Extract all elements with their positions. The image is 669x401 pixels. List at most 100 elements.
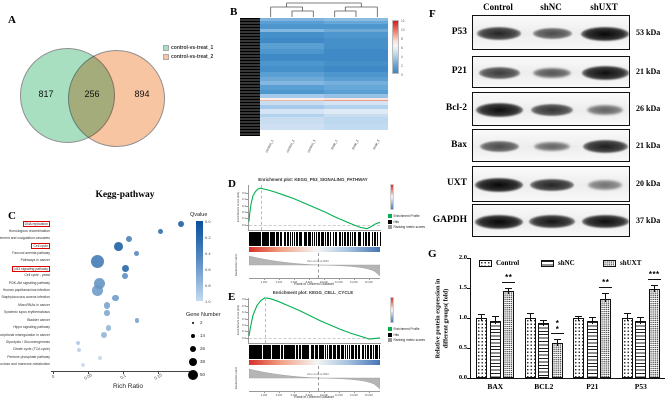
gsea-hit-tick xyxy=(259,345,261,359)
gsea-title: Enrichment plot: KEGG_P53_SIGNALING_PATH… xyxy=(258,177,368,182)
gsea-hit-tick xyxy=(252,345,254,359)
gsea-hit-tick xyxy=(261,345,263,359)
gene-number-dot xyxy=(190,333,196,339)
gsea-hit-tick xyxy=(333,345,334,359)
gene-dendrogram xyxy=(240,18,260,136)
error-bar-stem xyxy=(626,313,628,321)
gsea-hit-tick xyxy=(261,232,263,246)
gsea-hit-tick xyxy=(377,345,378,359)
panel-label-b: B xyxy=(230,6,238,18)
qvalue-colorbar xyxy=(196,221,203,301)
kegg-dot xyxy=(133,250,140,257)
gsea-y-tick-label: 0.6 xyxy=(241,297,246,302)
error-bar-stem xyxy=(653,285,655,292)
gsea-hit-tick xyxy=(355,232,356,246)
gsea-hit-tick xyxy=(340,232,341,246)
gsea-hit-tick xyxy=(266,345,268,359)
bar-legend-label: shNC xyxy=(558,259,575,267)
error-bar-stem xyxy=(605,292,607,302)
gsea-hit-tick xyxy=(372,345,374,359)
venn-count-left: 817 xyxy=(38,89,54,99)
gsea-hit-tick xyxy=(281,232,283,246)
panel-label-g: G xyxy=(428,248,437,260)
blot-band xyxy=(581,26,629,41)
significance-label: ** xyxy=(505,273,513,282)
bar xyxy=(476,318,488,378)
kegg-pathway-label: Glycolysis / Gluconeogenesis xyxy=(5,339,50,344)
gsea-hit-tick xyxy=(250,232,251,246)
gsea-y-tick-label: 0.1 xyxy=(241,329,246,334)
gsea-zero-cross-label: Zero cross at 9046 xyxy=(307,373,329,376)
kegg-dot xyxy=(178,221,185,227)
significance-label: * * xyxy=(555,319,559,334)
gsea-hit-tick xyxy=(349,232,351,246)
gsea-hit-tick xyxy=(375,345,377,359)
blot-protein-label: GAPDH xyxy=(432,214,467,225)
sample-dendrogram-icon xyxy=(270,2,378,17)
heatmap-column-label: control_1 xyxy=(264,139,275,154)
gsea-hit-tick xyxy=(316,232,317,246)
bar-y-tick-label: 0.0 xyxy=(458,374,467,381)
blot-box xyxy=(472,15,630,50)
kegg-dot xyxy=(91,254,105,268)
gsea-hit-tick xyxy=(275,345,277,359)
gsea-hit-tick xyxy=(249,345,250,359)
significance-line xyxy=(550,333,564,335)
gsea-hit-tick xyxy=(284,345,286,359)
gsea-hit-tick xyxy=(347,345,348,359)
gsea-hit-tick xyxy=(326,232,328,246)
heatmap-row-band xyxy=(260,109,388,114)
blot-box xyxy=(472,129,630,162)
gsea-hit-tick xyxy=(345,345,346,359)
gsea-hit-tick xyxy=(284,232,286,246)
gsea-hit-tick xyxy=(288,232,289,246)
gsea-hit-tick xyxy=(377,232,378,246)
gsea-hit-tick xyxy=(316,345,317,359)
gsea-hit-tick xyxy=(277,232,279,246)
gene-number-dot xyxy=(189,345,197,353)
bar xyxy=(551,342,563,378)
kegg-pathway-label: Systemic lupus erythematosus xyxy=(4,310,50,315)
gsea-hit-tick xyxy=(275,232,277,246)
gsea-y-tick xyxy=(246,212,249,213)
blot-band xyxy=(529,214,575,229)
gsea-hit-tick xyxy=(308,345,310,359)
gsea-hit-tick xyxy=(268,232,269,246)
gsea-ranked-metric-area xyxy=(249,368,380,390)
gsea-hit-tick xyxy=(324,345,326,359)
kegg-pathway-label-highlighted: Cell cycle xyxy=(31,243,50,250)
heatmap-column-label: control_3 xyxy=(306,139,317,154)
gsea-y-tick xyxy=(246,199,249,200)
heatmap-row-band xyxy=(260,77,388,82)
kegg-pathway-label: Citrate cycle (TCA cycle) xyxy=(12,347,50,352)
gsea-hit-tick xyxy=(301,232,303,246)
gsea-y-tick-label: 0.2 xyxy=(241,323,246,327)
gsea-x-tick-label: 2,000 xyxy=(260,393,268,397)
gsea-hit-tick xyxy=(264,345,266,359)
gsea-y-tick xyxy=(246,192,249,194)
gsea-hit-tick xyxy=(338,232,340,246)
gsea-es-axis xyxy=(248,343,381,344)
significance-line xyxy=(647,279,661,281)
heatmap-row-band xyxy=(260,32,388,39)
heatmap-body xyxy=(260,18,388,136)
bar-legend-label: shUXT xyxy=(620,259,642,267)
kegg-dot xyxy=(97,355,102,360)
heatmap-column-label: treat_2 xyxy=(350,139,360,151)
lane-label: Control xyxy=(483,2,513,12)
gsea-hit-tick xyxy=(355,345,356,359)
gsea-hit-tick xyxy=(329,232,331,246)
heatmap-row-band xyxy=(260,53,388,62)
gsea-hit-tick xyxy=(296,232,297,246)
gsea-hit-tick xyxy=(293,232,295,246)
blot-protein-label: Bcl-2 xyxy=(445,103,467,113)
gene-number-label: 38 xyxy=(200,359,206,364)
gsea-hit-tick xyxy=(356,345,357,359)
bar-y-tick xyxy=(467,288,470,289)
gsea-hit-tick xyxy=(322,345,323,359)
gsea-y-tick-label: 0.5 xyxy=(241,303,246,308)
gsea-hit-tick xyxy=(268,345,270,359)
gsea-legend-item: Enrichment Profile xyxy=(388,327,425,331)
gsea-hit-tick xyxy=(252,232,254,246)
gsea-hit-tick xyxy=(265,232,267,246)
